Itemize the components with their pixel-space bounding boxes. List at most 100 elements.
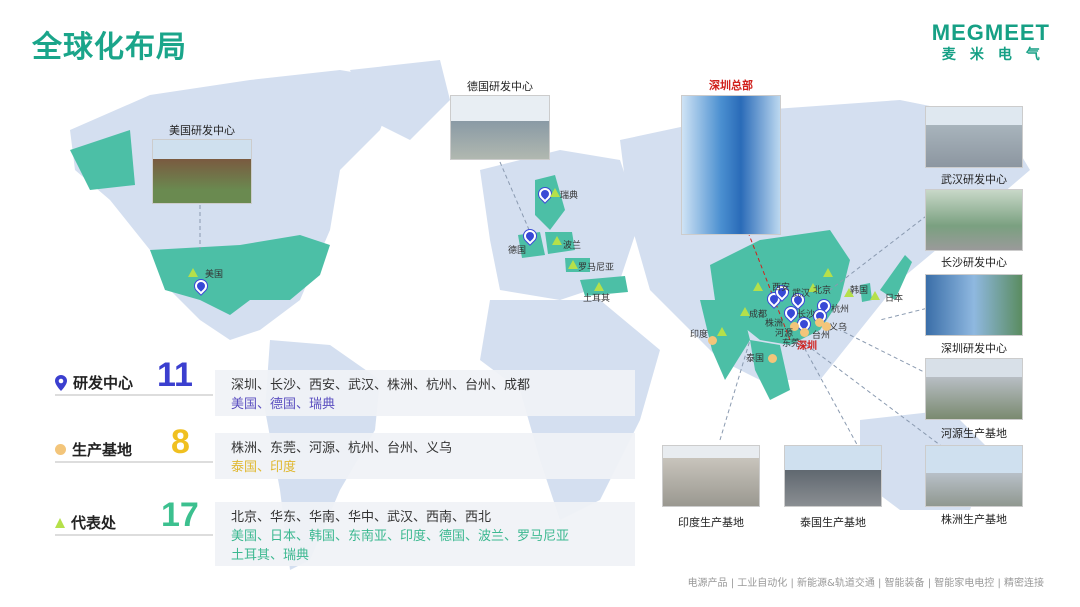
photo-caption: 河源生产基地 (941, 427, 1007, 440)
photo-caption: 武汉研发中心 (941, 173, 1007, 186)
divider (55, 534, 213, 536)
domestic-list: 北京、华东、华南、华中、武汉、西南、西北 (231, 510, 492, 525)
map-label: 台州 (812, 331, 831, 341)
production-marker (768, 354, 777, 363)
stat-label: 研发中心 (73, 374, 134, 392)
office-marker (753, 282, 763, 291)
map-label: 土耳其 (583, 294, 611, 304)
alaska (70, 130, 135, 190)
stat-row-office: 代表处 17 北京、华东、华南、华中、武汉、西南、西北 美国、日本、韩国、东南亚… (55, 496, 635, 566)
production-marker (815, 318, 824, 327)
zhuzhou-production-photo (925, 445, 1023, 507)
stat-row-production: 生产基地 8 株洲、东莞、河源、杭州、台州、义乌 泰国、印度 (55, 423, 635, 481)
map-label: 河源 (775, 329, 794, 339)
map-label: 罗马尼亚 (578, 263, 615, 273)
turkey (580, 276, 628, 296)
usa (150, 235, 330, 315)
office-marker (808, 283, 818, 292)
stat-row-rd: 研发中心 11 深圳、长沙、西安、武汉、株洲、杭州、台州、成都 美国、德国、瑞典 (55, 356, 635, 416)
logo-cn: 麦米电气 (941, 47, 1054, 63)
wuhan-rd-photo (925, 106, 1023, 168)
shenzhen-rd-photo (925, 274, 1023, 336)
office-marker (870, 291, 880, 300)
photo-caption: 深圳总部 (709, 79, 753, 92)
office-marker (568, 260, 578, 269)
stat-count: 8 (171, 423, 190, 461)
office-marker (550, 188, 560, 197)
overseas-list: 美国、德国、瑞典 (231, 397, 336, 412)
map-label-hq: 深圳 (797, 341, 817, 352)
map-label: 北京 (813, 286, 832, 296)
japan (880, 255, 912, 300)
production-marker (790, 322, 799, 331)
map-label: 瑞典 (560, 191, 579, 201)
heyuan-production-photo (925, 358, 1023, 420)
greenland (350, 60, 450, 140)
photo-caption: 泰国生产基地 (800, 516, 866, 529)
production-marker (822, 322, 831, 331)
map-label: 印度 (690, 330, 709, 340)
korea (860, 283, 872, 302)
domestic-list: 深圳、长沙、西安、武汉、株洲、杭州、台州、成都 (231, 378, 531, 393)
photo-caption: 美国研发中心 (169, 124, 235, 137)
europe (480, 150, 640, 300)
circle-icon (55, 444, 66, 455)
photo-caption: 株洲生产基地 (941, 513, 1007, 526)
overseas-list: 泰国、印度 (231, 460, 297, 475)
map-label: 长沙 (797, 310, 816, 320)
stat-label: 生产基地 (72, 441, 133, 459)
megmeet-logo: MEGMEET 麦米电气 (932, 22, 1050, 64)
southeast-asia (750, 340, 790, 400)
photo-caption: 深圳研发中心 (941, 342, 1007, 355)
map-label: 波兰 (563, 241, 582, 251)
office-marker (552, 236, 562, 245)
production-marker (800, 328, 809, 337)
hq-connector (747, 231, 791, 341)
photo-caption: 长沙研发中心 (941, 256, 1007, 269)
photo-caption: 印度生产基地 (678, 516, 744, 529)
map-label: 成都 (749, 310, 768, 320)
office-marker (740, 307, 750, 316)
stat-detail-box: 深圳、长沙、西安、武汉、株洲、杭州、台州、成都 美国、德国、瑞典 (215, 370, 635, 416)
office-marker (823, 268, 833, 277)
usa-rd-photo (152, 139, 252, 204)
map-label: 日本 (885, 294, 904, 304)
map-label: 韩国 (850, 286, 869, 296)
map-label: 西安 (772, 283, 791, 293)
overseas-list-cont: 土耳其、瑞典 (231, 548, 310, 563)
stat-count: 11 (157, 356, 193, 394)
map-label: 东莞 (782, 339, 801, 349)
photo-caption: 德国研发中心 (467, 80, 533, 93)
office-marker (188, 268, 198, 277)
page-title: 全球化布局 (32, 30, 187, 65)
office-marker (844, 288, 854, 297)
shenzhen-hq-photo (681, 95, 781, 235)
thailand-production-photo (784, 445, 882, 507)
changsha-rd-photo (925, 189, 1023, 251)
stat-detail-box: 株洲、东莞、河源、杭州、台州、义乌 泰国、印度 (215, 433, 635, 479)
triangle-icon (55, 517, 65, 528)
stat-label: 代表处 (71, 514, 117, 532)
map-label: 义乌 (829, 323, 848, 333)
footer-business-lines: 电源产品 | 工业自动化 | 新能源&轨道交通 | 智能装备 | 智能家电电控 … (687, 578, 1044, 589)
map-label: 杭州 (831, 305, 850, 315)
office-marker (594, 282, 604, 291)
stat-count: 17 (161, 496, 199, 534)
logo-en: MEGMEET (931, 20, 1050, 45)
germany-rd-photo (450, 95, 550, 160)
north-america (70, 70, 400, 340)
map-label: 美国 (205, 270, 224, 280)
map-label: 武汉 (792, 289, 811, 299)
india-production-photo (662, 445, 760, 507)
overseas-list: 美国、日本、韩国、东南亚、印度、德国、波兰、罗马尼亚 (231, 529, 570, 544)
office-marker (717, 327, 727, 336)
divider (55, 461, 213, 463)
map-pin-icon (55, 374, 67, 391)
map-label: 株洲 (765, 319, 784, 329)
domestic-list: 株洲、东莞、河源、杭州、台州、义乌 (231, 441, 453, 456)
map-label: 德国 (508, 246, 527, 256)
divider (55, 394, 213, 396)
india (700, 300, 750, 380)
production-marker (708, 336, 717, 345)
map-label: 泰国 (746, 354, 765, 364)
